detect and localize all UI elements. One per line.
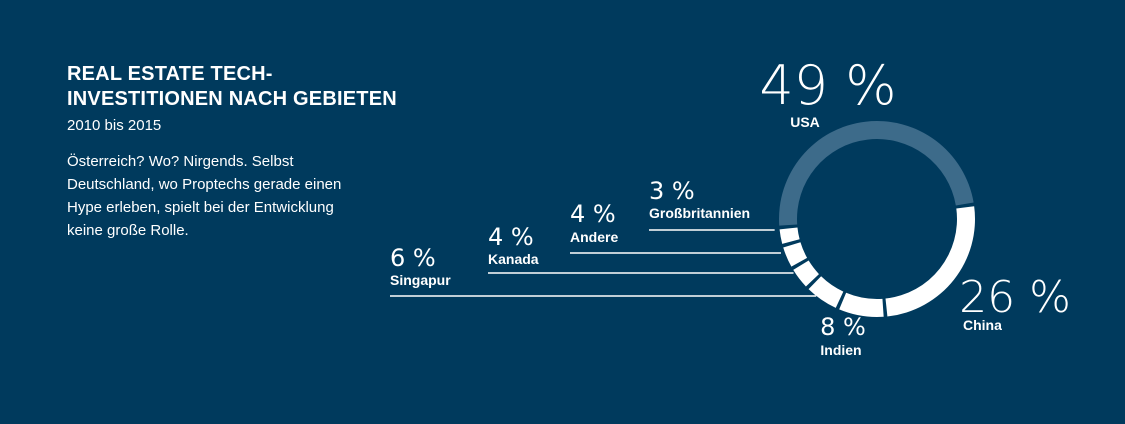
leader-lines [390, 229, 817, 297]
category-label-indien: Indien [820, 342, 861, 358]
donut-segments [779, 120, 976, 318]
value-label-usa: 49 % [759, 54, 896, 117]
value-label-andere: 4 % [570, 200, 616, 228]
donut-segment-indien [839, 292, 884, 318]
category-label-singapur: Singapur [390, 272, 451, 288]
title-line-1: REAL ESTATE TECH- [67, 63, 273, 85]
category-label-kanada: Kanada [488, 251, 539, 267]
value-label-grossbritannien: 3 % [649, 177, 695, 205]
donut-segment-china [885, 206, 976, 317]
value-label-indien: 8 % [820, 313, 866, 341]
donut-segment-andere [783, 242, 808, 267]
value-label-singapur: 6 % [390, 244, 436, 272]
donut-segment-usa [779, 120, 974, 226]
chart-subtitle: 2010 bis 2015 [67, 117, 162, 134]
donut-segment-grobritannien [779, 227, 800, 244]
value-label-kanada: 4 % [488, 223, 534, 251]
chart-title: REAL ESTATE TECH- INVESTITIONEN NACH GEB… [67, 62, 487, 112]
value-label-china: 26 % [959, 272, 1071, 323]
category-label-grossbritannien: Großbritannien [649, 205, 750, 221]
donut-segment-singapur [808, 276, 844, 308]
chart-description: Österreich? Wo? Nirgends. Selbst Deutsch… [67, 153, 342, 239]
title-line-2: INVESTITIONEN NACH GEBIETEN [67, 88, 397, 110]
category-label-usa: USA [790, 114, 820, 130]
category-label-china: China [963, 317, 1002, 333]
category-label-andere: Andere [570, 229, 618, 245]
donut-segment-kanada [793, 260, 819, 287]
